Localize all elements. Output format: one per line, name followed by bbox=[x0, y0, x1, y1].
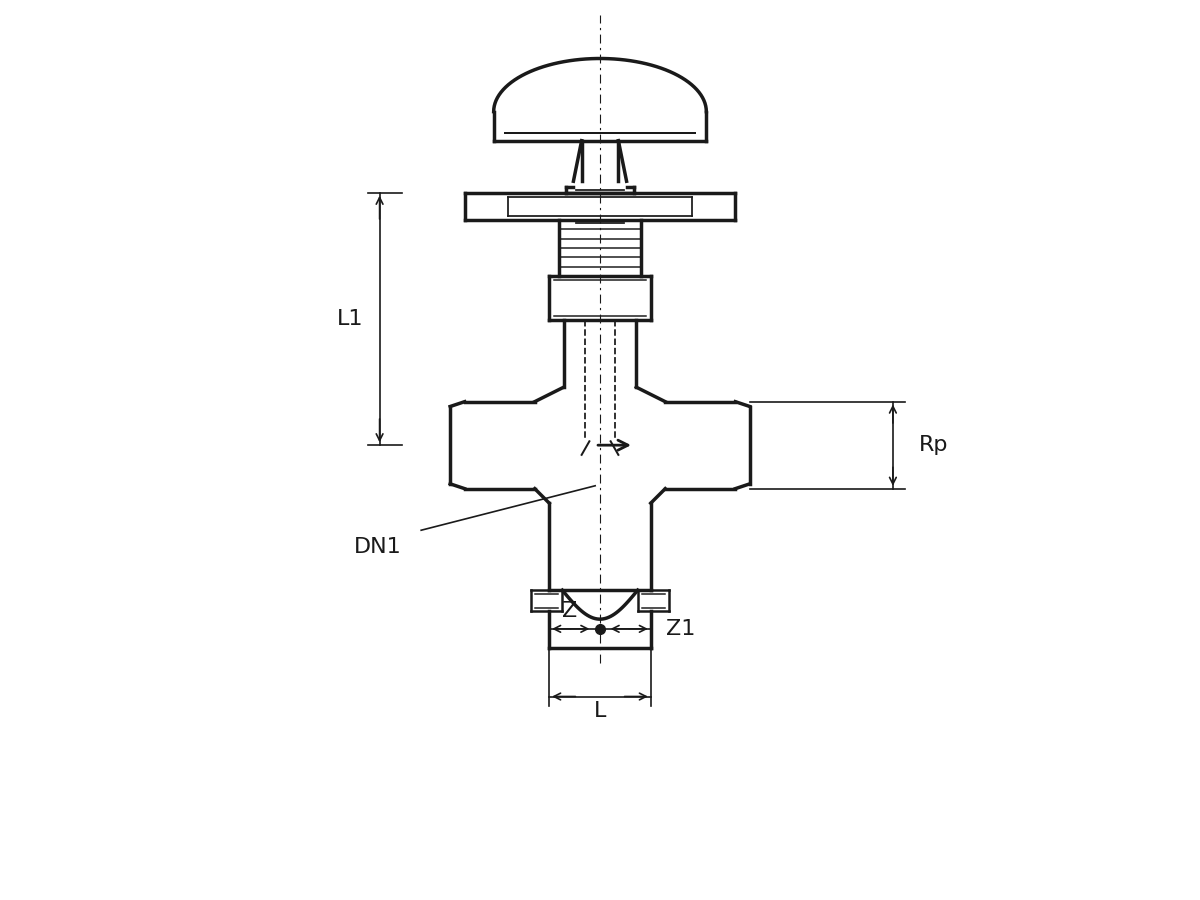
Text: L: L bbox=[594, 701, 606, 721]
Text: Z1: Z1 bbox=[666, 619, 695, 639]
Text: DN1: DN1 bbox=[354, 536, 402, 557]
Text: L1: L1 bbox=[337, 309, 364, 329]
Text: Z: Z bbox=[562, 601, 577, 621]
Text: Rp: Rp bbox=[919, 436, 948, 455]
